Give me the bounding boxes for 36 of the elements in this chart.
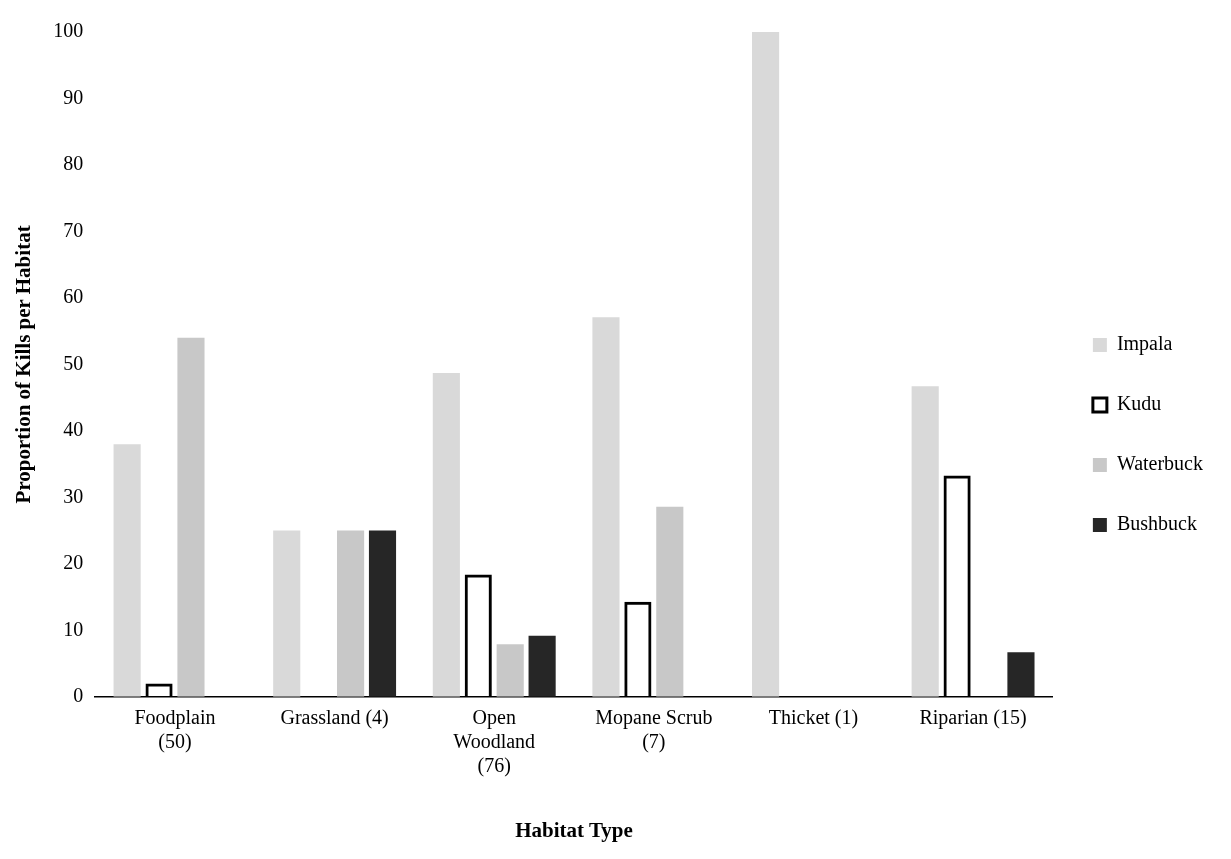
- y-tick-label: 0: [73, 684, 84, 707]
- legend-label: Bushbuck: [1116, 512, 1197, 535]
- bar: [273, 530, 301, 697]
- x-tick-label: Mopane Scrub (7): [595, 706, 713, 754]
- bar: [368, 530, 397, 697]
- y-tick-label: 20: [63, 551, 84, 574]
- y-tick-label: 10: [63, 617, 84, 640]
- bar: [528, 635, 556, 697]
- legend-label: Kudu: [1116, 392, 1162, 415]
- x-tick-label: Riparian (15): [919, 706, 1027, 730]
- y-tick-label: 80: [63, 152, 84, 175]
- y-tick-label: 90: [63, 85, 84, 108]
- bar: [337, 530, 365, 697]
- y-tick-label: 30: [63, 484, 84, 507]
- x-axis-title: Habitat Type: [515, 817, 633, 842]
- legend-label: Impala: [1116, 332, 1173, 356]
- bar: [911, 386, 939, 697]
- bar: [656, 506, 684, 697]
- bar: [1007, 652, 1035, 697]
- y-tick-label: 70: [63, 218, 84, 241]
- bar: [752, 32, 780, 697]
- bar: [496, 644, 524, 697]
- x-tick-label: Foodplain (50): [134, 706, 216, 754]
- y-tick-label: 60: [63, 285, 84, 308]
- bar: [432, 373, 460, 697]
- bar: [592, 317, 620, 697]
- x-tick-label: Grassland (4): [280, 706, 389, 730]
- y-tick-label: 50: [63, 351, 84, 374]
- bar: [113, 444, 141, 697]
- y-tick-label: 100: [53, 19, 84, 42]
- bar: [177, 337, 205, 697]
- x-tick-label: Thicket (1): [768, 706, 859, 730]
- y-axis-title: Proportion of Kills per Habitat: [11, 225, 36, 504]
- legend-label: Waterbuck: [1116, 452, 1203, 475]
- y-tick-label: 40: [63, 418, 84, 441]
- x-tick-label: Open Woodland (76): [453, 706, 536, 778]
